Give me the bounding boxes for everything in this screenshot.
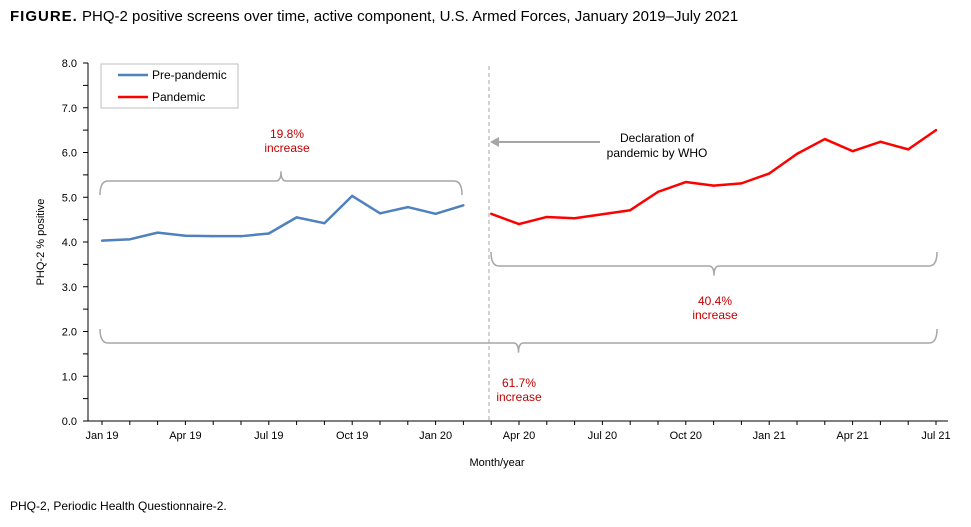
- data-point: [434, 212, 437, 216]
- data-point: [879, 140, 882, 143]
- series-line-pandemic: [490, 129, 937, 226]
- pandemic-bracket: [490, 251, 938, 276]
- data-point: [768, 172, 771, 175]
- y-tick-label: 3.0: [62, 282, 77, 294]
- data-point: [156, 231, 159, 234]
- data-point: [684, 180, 687, 184]
- y-tick-label: 7.0: [62, 103, 77, 115]
- data-point: [323, 222, 326, 225]
- data-point: [573, 217, 576, 220]
- x-tick-label: Jul 20: [588, 430, 617, 442]
- y-axis-label: PHQ-2 % positive: [35, 199, 47, 286]
- legend: [100, 63, 239, 109]
- x-tick-label: Jul 19: [254, 430, 283, 442]
- data-point: [934, 128, 938, 132]
- footnote: PHQ-2, Periodic Health Questionnaire-2.: [10, 499, 227, 513]
- data-point: [795, 152, 799, 156]
- data-point: [184, 234, 187, 237]
- declaration-text: pandemic by WHO: [607, 146, 708, 160]
- data-point: [267, 232, 270, 235]
- x-tick-label: Apr 21: [836, 430, 868, 442]
- pandemic-increase-label: increase: [692, 308, 738, 322]
- data-point: [740, 182, 743, 185]
- figure-label: FIGURE.: [10, 8, 78, 25]
- data-point: [378, 212, 382, 215]
- data-point: [656, 190, 660, 194]
- y-tick-label: 5.0: [62, 192, 77, 204]
- data-point: [100, 239, 104, 242]
- x-tick-label: Oct 19: [336, 430, 368, 442]
- data-point: [295, 216, 298, 219]
- pre-increase-label: increase: [264, 141, 310, 155]
- data-point: [545, 215, 548, 219]
- data-point: [128, 238, 131, 241]
- y-tick-label: 4.0: [62, 237, 77, 249]
- x-tick-label: Oct 20: [670, 430, 702, 442]
- data-point: [601, 213, 604, 216]
- data-point: [823, 137, 826, 141]
- y-tick-label: 0.0: [62, 416, 77, 428]
- declaration-text: Declaration of: [620, 131, 695, 145]
- x-tick-label: Apr 20: [503, 430, 535, 442]
- figure-title: FIGURE. PHQ-2 positive screens over time…: [10, 8, 738, 25]
- legend-label: Pre-pandemic: [152, 68, 227, 82]
- legend-label: Pandemic: [152, 90, 205, 104]
- pandemic-increase-label: 40.4%: [698, 294, 732, 308]
- data-point: [629, 209, 632, 212]
- data-point: [712, 184, 715, 187]
- data-point: [239, 234, 243, 238]
- arrow-head-icon: [490, 137, 499, 147]
- data-point: [907, 148, 910, 151]
- x-tick-label: Apr 19: [169, 430, 201, 442]
- data-point: [517, 222, 521, 226]
- x-tick-label: Jan 19: [85, 430, 118, 442]
- total-increase-label: 61.7%: [502, 376, 536, 390]
- pre-pandemic-bracket: [99, 171, 463, 196]
- total-bracket: [99, 328, 938, 353]
- data-point: [406, 205, 409, 209]
- series-line-pre-pandemic: [101, 194, 464, 242]
- y-tick-label: 2.0: [62, 327, 77, 339]
- data-point: [351, 194, 354, 198]
- y-tick-label: 8.0: [62, 58, 77, 70]
- x-axis-label: Month/year: [469, 457, 524, 469]
- x-tick-label: Jan 21: [753, 430, 786, 442]
- data-point: [462, 204, 465, 207]
- total-increase-label: increase: [496, 390, 542, 404]
- y-tick-label: 1.0: [62, 371, 77, 383]
- data-point: [490, 212, 493, 216]
- title-text: PHQ-2 positive screens over time, active…: [82, 8, 739, 25]
- x-tick-label: Jul 21: [921, 430, 950, 442]
- y-tick-label: 6.0: [62, 148, 77, 160]
- pre-increase-label: 19.8%: [270, 127, 304, 141]
- data-point: [851, 149, 854, 153]
- data-point: [212, 234, 215, 238]
- x-tick-label: Jan 20: [419, 430, 452, 442]
